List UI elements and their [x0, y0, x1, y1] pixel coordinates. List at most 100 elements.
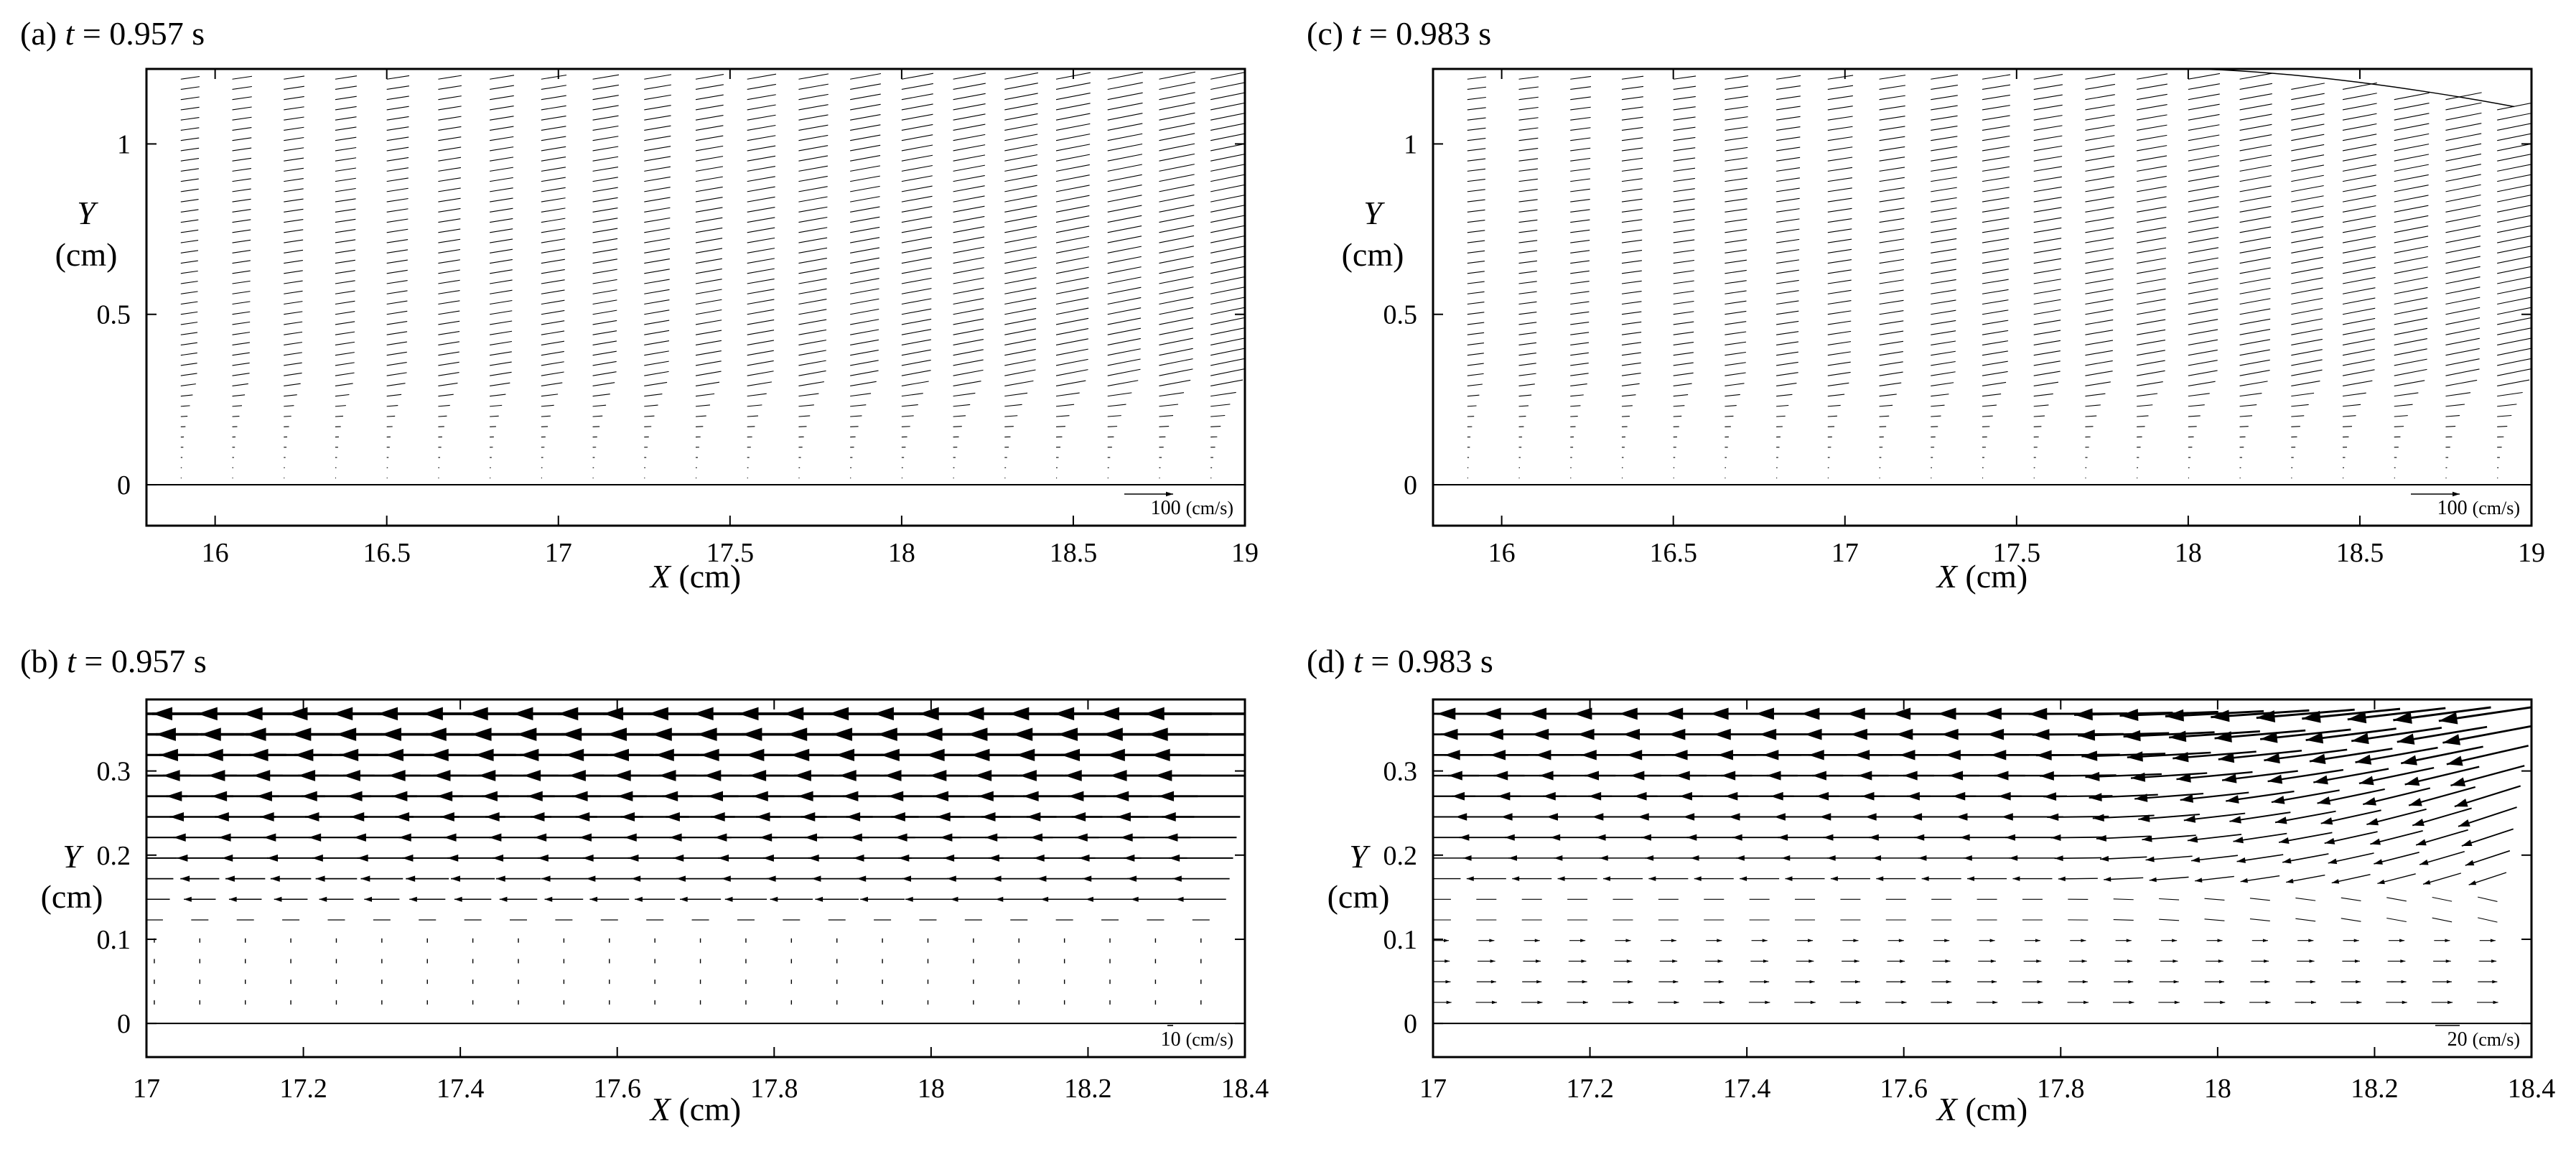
velocity-vector: [2033, 156, 2063, 162]
velocity-vector: [1827, 75, 1854, 80]
velocity-vector: [1210, 348, 1245, 356]
velocity-vector: [180, 281, 198, 284]
velocity-vector: [798, 360, 826, 366]
velocity-vector: [747, 340, 775, 345]
velocity-vector: [1467, 107, 1486, 111]
velocity-vector-head: [249, 748, 269, 761]
velocity-vector-head: [1694, 876, 1702, 881]
velocity-vector: [901, 349, 931, 356]
velocity-vector: [747, 83, 776, 90]
velocity-vector-head: [1721, 771, 1736, 781]
velocity-vector: [541, 289, 565, 294]
velocity-vector-head: [1763, 959, 1768, 963]
velocity-vector-head: [1492, 1000, 1498, 1005]
velocity-vector: [1879, 208, 1905, 213]
velocity-vector: [850, 165, 880, 172]
velocity-vector-head: [1030, 833, 1043, 842]
velocity-vector: [490, 361, 512, 366]
velocity-vector: [490, 238, 513, 243]
velocity-vector: [1827, 197, 1852, 203]
velocity-vector-head: [891, 812, 905, 822]
velocity-vector: [1159, 174, 1195, 182]
velocity-vector: [592, 228, 618, 233]
velocity-vector: [850, 226, 880, 233]
velocity-vector: [1725, 310, 1747, 315]
velocity-vector: [901, 370, 931, 376]
velocity-vector: [1827, 310, 1852, 315]
velocity-vector: [180, 158, 200, 162]
velocity-vector: [1827, 371, 1851, 376]
velocity-vector: [1159, 379, 1191, 386]
velocity-vector-head: [107, 707, 127, 720]
velocity-vector: [592, 320, 617, 325]
x-tick-label: 18.2: [2351, 1074, 2399, 1104]
velocity-vector: [2137, 114, 2167, 121]
velocity-vector: [490, 415, 499, 417]
velocity-vector: [2445, 215, 2481, 223]
velocity-vector: [1621, 373, 1641, 376]
velocity-vector-head: [1060, 748, 1081, 761]
velocity-vector: [2239, 175, 2272, 182]
velocity-vector-head: [2172, 939, 2178, 943]
velocity-vector: [953, 297, 984, 305]
velocity-vector-head: [2419, 859, 2429, 865]
velocity-vector: [180, 260, 198, 264]
velocity-vector: [2291, 267, 2323, 274]
velocity-vector: [2497, 404, 2517, 407]
velocity-vector: [953, 226, 985, 233]
x-tick-label: 17: [1419, 1074, 1447, 1104]
velocity-vector: [1982, 360, 2008, 366]
velocity-vector: [1673, 167, 1696, 172]
velocity-vector: [1055, 392, 1080, 397]
velocity-vector: [2188, 196, 2219, 203]
velocity-vector: [1467, 127, 1486, 131]
velocity-vector: [335, 116, 357, 121]
velocity-vector: [438, 208, 461, 213]
velocity-vector: [1004, 93, 1038, 101]
velocity-vector: [1210, 133, 1245, 141]
velocity-vector: [2239, 404, 2257, 407]
velocity-vector: [592, 95, 619, 101]
velocity-vector-head: [929, 770, 947, 781]
velocity-vector: [386, 106, 409, 111]
velocity-vector: [1055, 144, 1091, 152]
velocity-vector-head: [978, 791, 994, 801]
velocity-vector: [850, 206, 880, 213]
velocity-vector: [1931, 340, 1956, 345]
velocity-vector: [1827, 259, 1852, 264]
velocity-vector: [232, 362, 250, 366]
velocity-vector-head: [1987, 728, 2005, 740]
velocity-vector: [2394, 415, 2408, 417]
velocity-vector: [1570, 260, 1590, 264]
velocity-vector-head: [2404, 776, 2420, 786]
velocity-vector-head: [2229, 816, 2241, 824]
velocity-vector-head: [651, 727, 672, 741]
velocity-vector: [541, 95, 566, 101]
velocity-vector: [490, 289, 513, 294]
velocity-vector: [2291, 185, 2324, 192]
velocity-vector: [695, 371, 722, 376]
velocity-vector: [2085, 114, 2115, 121]
velocity-vector: [1107, 102, 1143, 111]
velocity-vector: [1210, 205, 1245, 213]
x-tick-label: 17: [545, 538, 572, 568]
velocity-vector: [541, 197, 566, 203]
velocity-vector: [1827, 218, 1852, 223]
reference-vector-label: 100 (cm/s): [1151, 497, 1233, 519]
velocity-vector-head: [1512, 876, 1520, 881]
velocity-vector: [953, 308, 984, 315]
velocity-vector-head: [1539, 771, 1554, 781]
vector-field: [1467, 69, 2531, 479]
vector-row: [1433, 725, 2531, 745]
velocity-vector: [438, 126, 462, 131]
velocity-vector-head: [1765, 1000, 1770, 1005]
velocity-vector: [1159, 327, 1194, 335]
velocity-vector-head: [770, 896, 778, 902]
velocity-vector: [1776, 269, 1799, 274]
velocity-vector: [2239, 267, 2271, 274]
velocity-vector: [1159, 215, 1195, 223]
x-tick-label: 18.5: [1050, 538, 1098, 568]
velocity-vector-head: [207, 770, 225, 781]
velocity-vector: [386, 157, 409, 162]
velocity-vector: [1210, 215, 1245, 223]
